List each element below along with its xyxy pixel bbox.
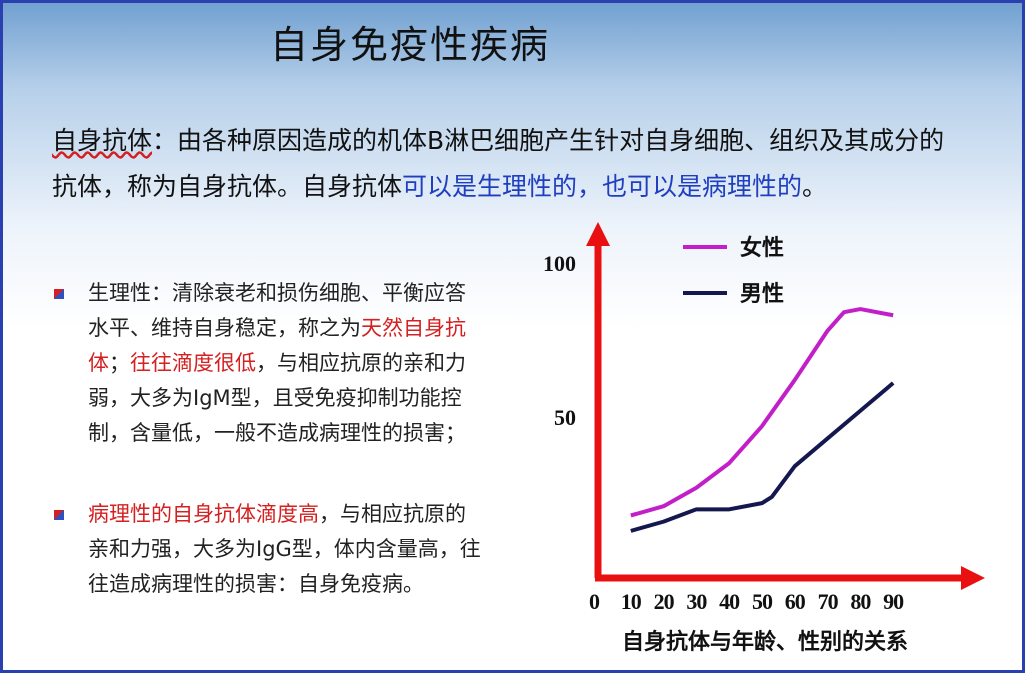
bullet-text: 病理性的自身抗体滴度高，与相应抗原的亲和力强，大多为IgG型，体内含量高，往往造… (88, 497, 483, 602)
x-tick-label: 0 (589, 589, 600, 614)
y-tick-label: 100 (543, 251, 576, 276)
text-run: ，与相应抗原的亲和力强，大多为IgG型，体内含量高，往往造成病理性的损害：自身免… (88, 502, 481, 596)
x-axis-title: 自身抗体与年龄、性别的关系 (622, 629, 908, 655)
slide-title: 自身免疫性疾病 (270, 23, 551, 67)
x-tick-label: 20 (654, 589, 675, 614)
bullet-text: 生理性：清除衰老和损伤细胞、平衡应答水平、维持自身稳定，称之为天然自身抗体；往往… (88, 276, 483, 451)
y-axis-arrow (586, 222, 610, 246)
x-tick-label: 10 (621, 589, 642, 614)
text-run: 天然自身抗体 (88, 316, 466, 375)
x-tick-label: 90 (883, 589, 904, 614)
text-run: 。 (802, 172, 828, 201)
bullet-icon (54, 510, 64, 520)
text-run: ：由各种原因造成的机体B淋巴细胞产生针对自身细胞、组织及其成分的抗体，称为自身抗… (52, 126, 945, 201)
bullet-icon (54, 289, 64, 299)
x-tick-label: 50 (752, 589, 773, 614)
intro-paragraph: 自身抗体：由各种原因造成的机体B淋巴细胞产生针对自身细胞、组织及其成分的抗体，称… (52, 118, 952, 210)
text-run: 病理性的自身抗体滴度高 (88, 502, 319, 526)
data-line (630, 381, 895, 533)
legend-label: 男性 (740, 282, 784, 307)
text-run: ，与相应抗原的亲和力弱，大多为IgM型，且受免疫抑制功能控制，含量低，一般不造成… (88, 351, 466, 445)
x-tick-label: 60 (785, 589, 806, 614)
x-tick-label: 40 (719, 589, 740, 614)
text-run: 自身抗体 (52, 126, 153, 155)
x-axis-arrow (961, 566, 985, 590)
text-run: 往往滴度很低 (130, 351, 256, 375)
y-tick-label: 50 (554, 405, 576, 430)
text-run: ； (109, 351, 130, 375)
text-run: 可以是生理性的，也可以是病理性的 (402, 172, 803, 201)
x-tick-label: 30 (686, 589, 707, 614)
x-tick-label: 80 (850, 589, 871, 614)
data-line (630, 307, 894, 518)
legend-label: 女性 (740, 235, 784, 261)
x-tick-label: 70 (818, 589, 839, 614)
text-run: 生理性：清除衰老和损伤细胞、平衡应答水平、维持自身稳定，称之为 (88, 281, 466, 340)
